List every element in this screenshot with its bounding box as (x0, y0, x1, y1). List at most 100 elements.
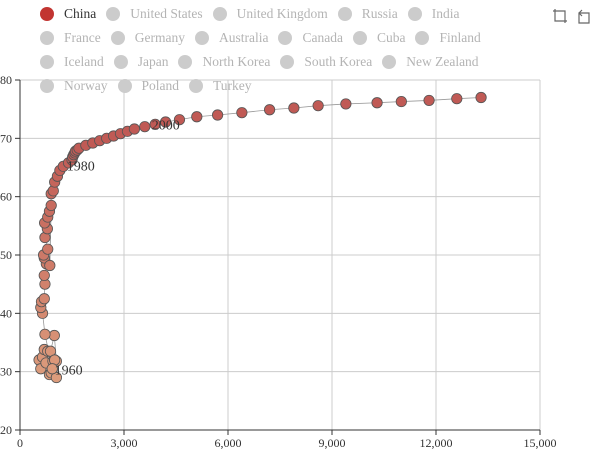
data-point (48, 329, 60, 342)
legend-label: United States (130, 6, 203, 21)
legend-item-north-korea[interactable]: North Korea (178, 50, 270, 74)
y-tick-label: 60 (0, 190, 12, 204)
zoom-reset-icon[interactable] (576, 8, 592, 24)
legend-label: Japan (137, 54, 169, 69)
legend-item-norway[interactable]: Norway (40, 74, 108, 98)
data-point (42, 243, 54, 255)
legend-marker (106, 7, 121, 21)
x-tick-label: 6,000 (215, 436, 242, 450)
legend-item-canada[interactable]: Canada (278, 26, 343, 50)
data-point (38, 293, 50, 305)
data-point (395, 95, 407, 108)
legend-label: Australia (218, 30, 269, 45)
legend-marker (280, 55, 295, 69)
y-tick-label: 20 (0, 423, 12, 437)
legend-marker (278, 31, 293, 45)
data-point (191, 111, 203, 123)
y-tick-label: 40 (0, 306, 12, 320)
data-point (45, 199, 57, 212)
data-point (39, 328, 51, 340)
legend-item-china[interactable]: China (40, 2, 96, 26)
legend-marker (178, 55, 193, 69)
data-point (312, 100, 324, 112)
legend-label: Iceland (64, 54, 104, 69)
legend-label: Turkey (213, 78, 252, 93)
legend-label: Finland (439, 30, 481, 45)
legend-marker (189, 79, 204, 93)
legend-marker (40, 7, 54, 21)
data-point (451, 93, 463, 105)
legend-marker (415, 31, 430, 45)
legend-label: Cuba (376, 30, 406, 45)
legend-marker (194, 31, 209, 45)
y-tick-label: 30 (0, 365, 12, 379)
data-points (33, 91, 487, 384)
data-point (44, 259, 56, 272)
legend-label: Poland (141, 78, 180, 93)
grid (19, 79, 541, 431)
legend-item-france[interactable]: France (40, 26, 101, 50)
x-tick-label: 15,000 (524, 436, 557, 450)
legend-marker (110, 31, 125, 45)
data-point (371, 97, 383, 109)
legend-marker (113, 55, 128, 69)
legend-label: India (431, 6, 460, 21)
annotations: 1960 1980 2000 (55, 119, 180, 379)
legend-label: South Korea (304, 54, 373, 69)
legend-marker (40, 31, 54, 45)
legend-item-japan[interactable]: Japan (113, 50, 169, 74)
data-point (46, 363, 58, 375)
legend-label: Germany (134, 30, 185, 45)
legend-marker (40, 55, 54, 69)
x-tick-label: 0 (17, 436, 23, 450)
legend: China United States United Kingdom Russia In… (40, 2, 540, 98)
legend-item-russia[interactable]: Russia (337, 2, 398, 26)
year-annotation: 2000 (152, 119, 180, 134)
data-point (340, 98, 352, 110)
data-point (263, 104, 276, 116)
legend-label: China (64, 6, 97, 21)
data-point (173, 114, 186, 126)
x-tick-label: 9,000 (319, 436, 346, 450)
legend-item-germany[interactable]: Germany (110, 26, 185, 50)
legend-item-south-korea[interactable]: South Korea (280, 50, 372, 74)
legend-label: Norway (64, 78, 108, 93)
legend-item-united-states[interactable]: United States (106, 2, 203, 26)
legend-marker (212, 7, 227, 21)
legend-item-new-zealand[interactable]: New Zealand (382, 50, 479, 74)
legend-item-india[interactable]: India (407, 2, 460, 26)
legend-item-finland[interactable]: Finland (415, 26, 481, 50)
data-point (128, 123, 140, 135)
data-point (236, 107, 248, 119)
legend-marker (337, 7, 352, 21)
legend-item-australia[interactable]: Australia (194, 26, 269, 50)
y-tick-label: 70 (0, 131, 12, 145)
x-tick-label: 3,000 (111, 436, 138, 450)
data-point (149, 118, 161, 130)
year-annotation: 1980 (67, 159, 95, 174)
data-point (139, 121, 151, 133)
data-point (475, 91, 487, 104)
legend-item-united-kingdom[interactable]: United Kingdom (212, 2, 328, 26)
legend-marker (352, 31, 367, 45)
legend-marker (407, 7, 422, 21)
legend-label: New Zealand (406, 54, 479, 69)
legend-label: North Korea (202, 54, 271, 69)
legend-marker (40, 79, 54, 93)
data-point (212, 109, 224, 121)
data-point (38, 269, 50, 282)
year-annotation: 1960 (55, 364, 83, 379)
y-tick-label: 80 (0, 73, 12, 87)
axes: 0 3,000 6,000 9,000 12,000 15,000 20 30 40 50 60 70… (0, 73, 557, 450)
legend-marker (382, 55, 397, 69)
legend-label: Canada (302, 30, 343, 45)
legend-item-turkey[interactable]: Turkey (189, 74, 252, 98)
legend-item-iceland[interactable]: Iceland (40, 50, 104, 74)
legend-label: Russia (361, 6, 398, 21)
legend-label: United Kingdom (236, 6, 328, 21)
data-zoom-icon[interactable] (552, 8, 568, 24)
legend-label: France (64, 30, 101, 45)
data-point (423, 94, 435, 107)
legend-item-cuba[interactable]: Cuba (352, 26, 406, 50)
